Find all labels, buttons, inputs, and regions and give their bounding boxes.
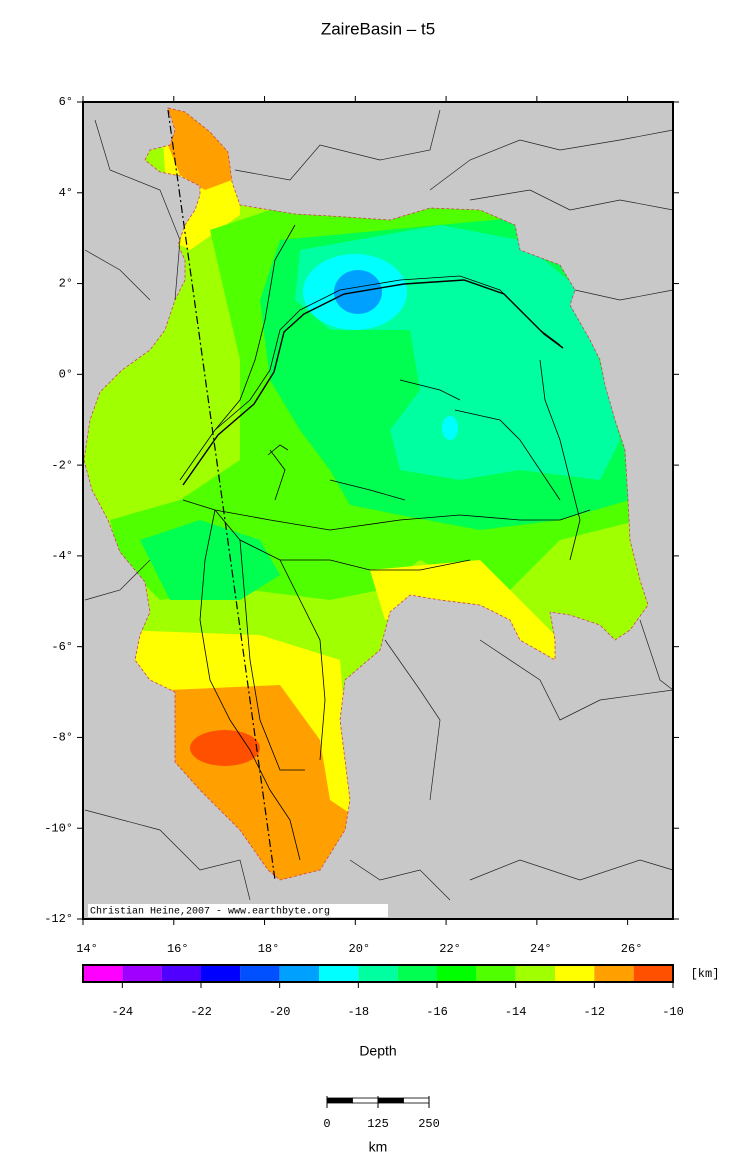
colorbar-tick-label: -22 — [190, 1005, 212, 1019]
colorbar-bin — [437, 965, 477, 982]
colorbar-bin — [279, 965, 319, 982]
y-tick-label: -4° — [51, 549, 73, 563]
scalebar-segment — [403, 1097, 430, 1104]
colorbar-bin — [633, 965, 673, 982]
borders — [84, 109, 674, 901]
colorbar-bin — [358, 965, 398, 982]
scalebar-unit: km — [369, 1139, 388, 1155]
scalebar-segment — [377, 1097, 404, 1104]
colorbar-bin — [83, 965, 123, 982]
colorbar-label: Depth — [359, 1043, 396, 1059]
colorbar-bin — [201, 965, 241, 982]
colorbar-bin — [122, 965, 162, 982]
colorbar-tick-label: -18 — [348, 1005, 370, 1019]
scalebar-tick-label: 0 — [323, 1117, 330, 1131]
credit-box — [88, 904, 388, 917]
colorbar-unit: [km] — [691, 967, 720, 981]
scalebar-segment — [352, 1097, 379, 1104]
credit: Christian Heine,2007 - www.earthbyte.org — [90, 906, 330, 918]
colorbar-bin — [515, 965, 555, 982]
x-tick-label: 26° — [621, 942, 643, 956]
colorbar: -24 -22 -20 -18 -16 -14 -12 -10 — [82, 964, 684, 1019]
colorbar-tick-label: -20 — [269, 1005, 291, 1019]
x-tick-label: 16° — [167, 942, 189, 956]
colorbar-bin — [319, 965, 359, 982]
map-frame — [82, 101, 674, 920]
title: ZaireBasin – t5 — [321, 19, 435, 38]
x-tick-label: 14° — [76, 942, 98, 956]
y-tick-label: -8° — [51, 731, 73, 745]
y-tick-label: 2° — [59, 277, 73, 291]
x-tick-label: 24° — [530, 942, 552, 956]
y-tick-label: -12° — [44, 912, 73, 926]
colorbar-tick-label: -14 — [505, 1005, 527, 1019]
colorbar-tick-label: -24 — [112, 1005, 134, 1019]
y-tick-label: -10° — [44, 821, 73, 835]
colorbar-bin — [161, 965, 201, 982]
cross-section-line — [167, 109, 276, 881]
colorbar-bin — [240, 965, 280, 982]
colorbar-bin — [476, 965, 516, 982]
x-tick-label: 18° — [258, 942, 280, 956]
y-tick-label: -2° — [51, 458, 73, 472]
rivers — [179, 224, 591, 861]
colorbar-tick-label: -12 — [584, 1005, 606, 1019]
y-tick-label: -6° — [51, 640, 73, 654]
scalebar: 0 125 250 — [323, 1096, 440, 1131]
x-tick-label: 22° — [439, 942, 461, 956]
colorbar-tick-label: -16 — [426, 1005, 448, 1019]
y-tick-label: 6° — [59, 95, 73, 109]
x-tick-label: 20° — [349, 942, 371, 956]
scalebar-tick-label: 125 — [367, 1117, 389, 1131]
y-tick-label: 0° — [59, 368, 73, 382]
colorbar-bin — [397, 965, 437, 982]
map-ticks: 14° 16° 18° 20° 22° 24° 26° 6° 4° 2° 0° -2° -4° -6° -8… — [44, 95, 679, 956]
colorbar-frame — [82, 964, 674, 983]
y-tick-label: 4° — [59, 186, 73, 200]
scalebar-segment — [326, 1097, 353, 1104]
colorbar-tick-label: -10 — [662, 1005, 684, 1019]
colorbar-bin — [555, 965, 595, 982]
scalebar-tick-label: 250 — [418, 1117, 440, 1131]
colorbar-bin — [594, 965, 634, 982]
